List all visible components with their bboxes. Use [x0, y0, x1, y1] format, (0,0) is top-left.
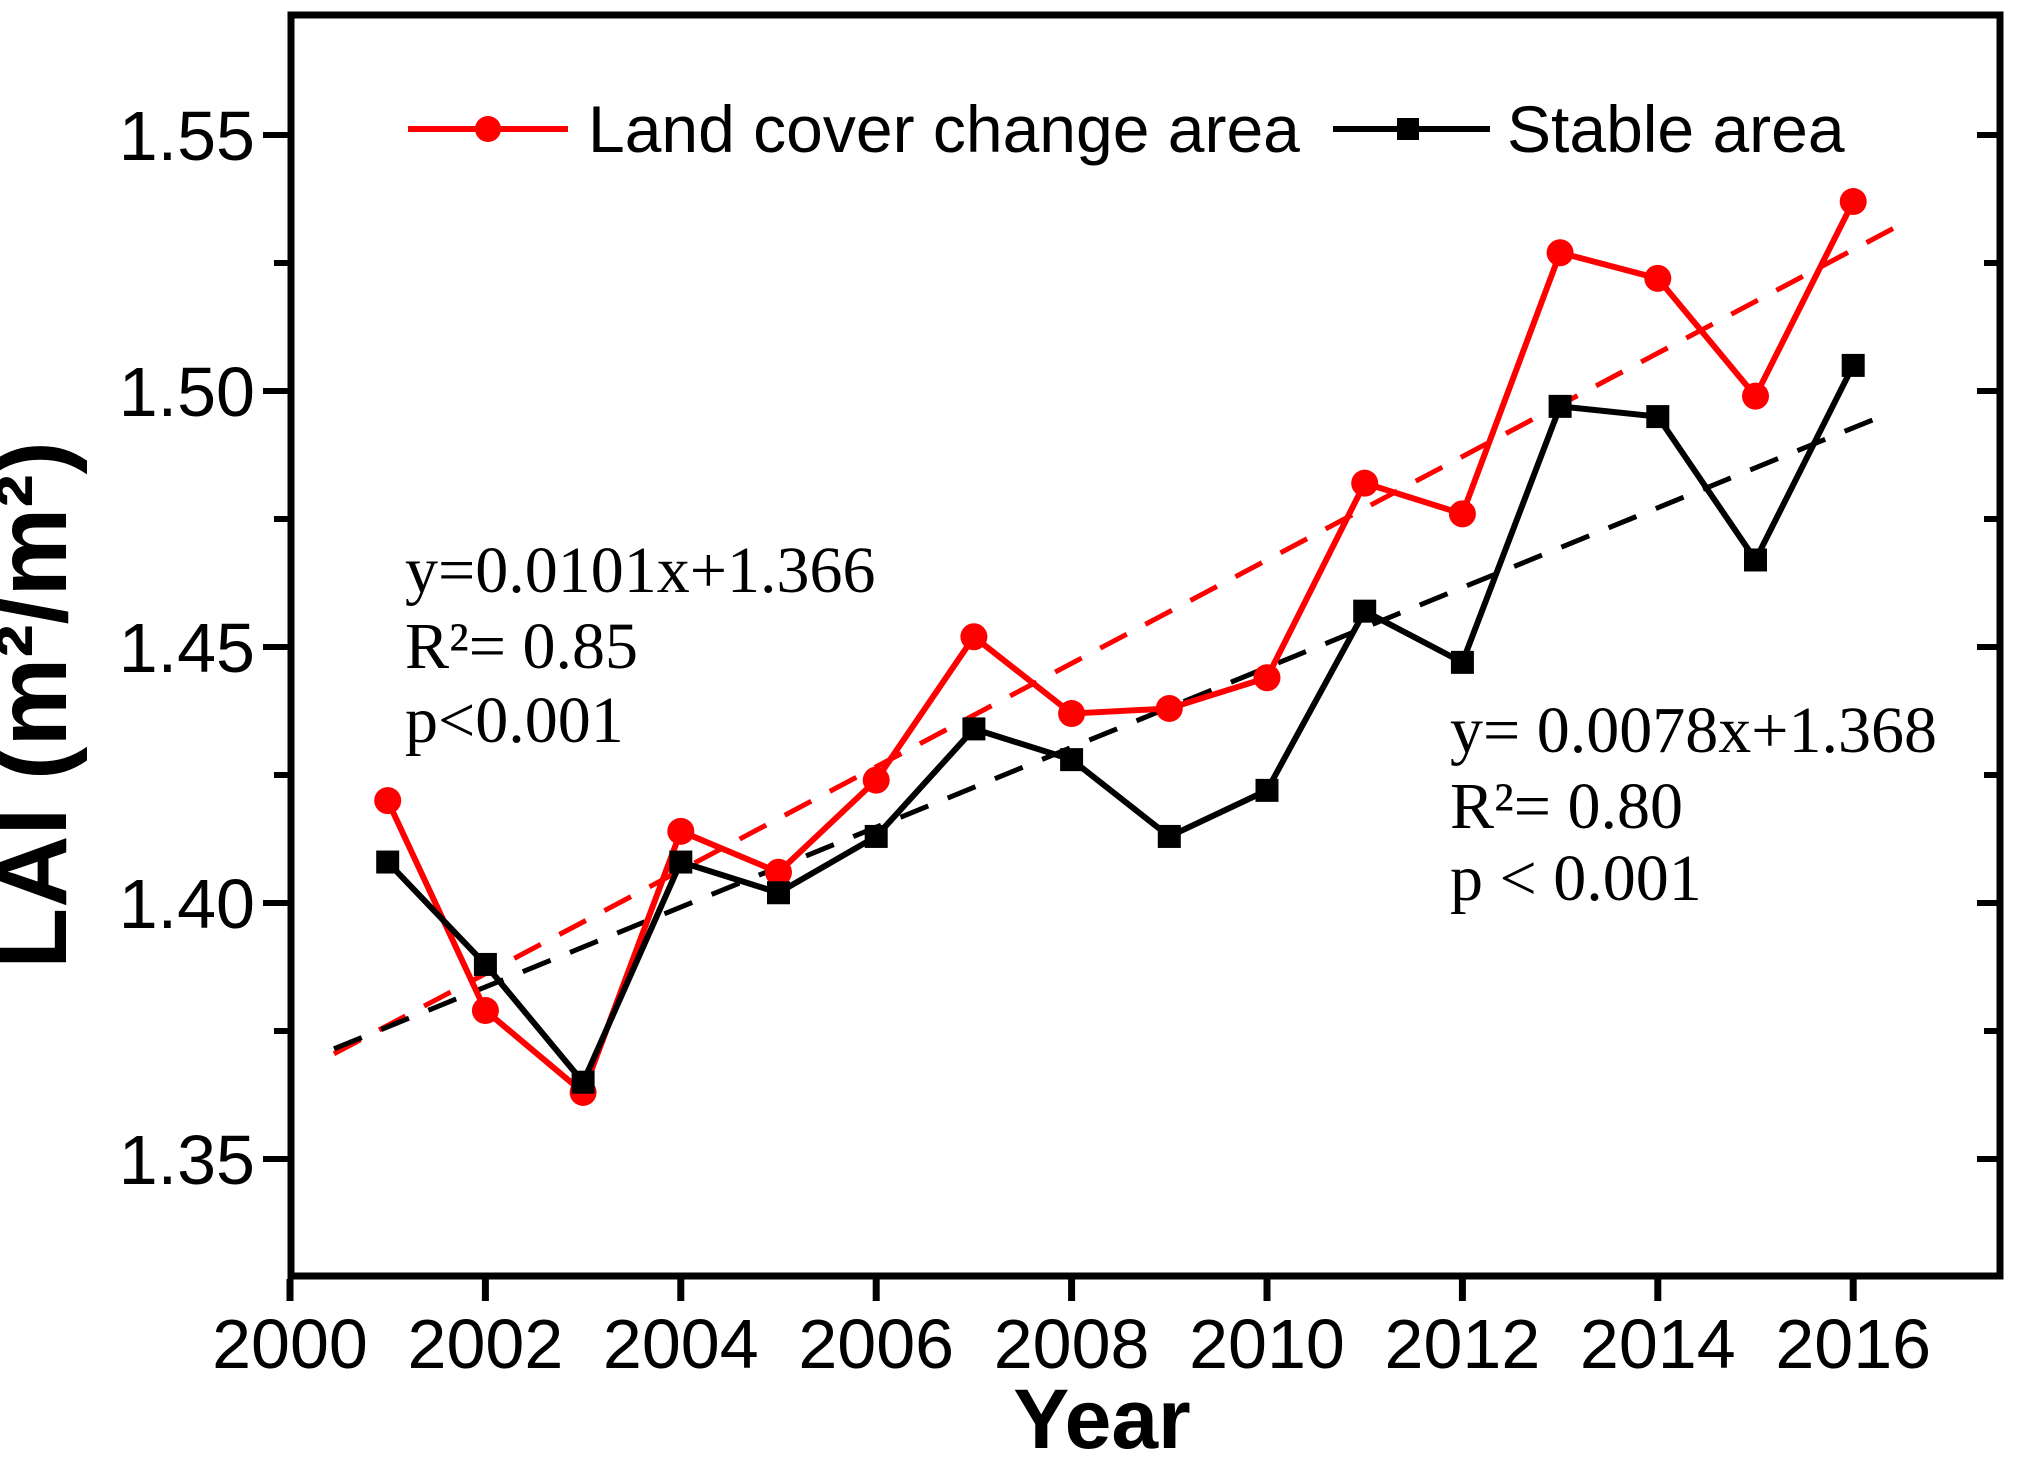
- data-point-square-2001: [376, 850, 400, 874]
- black-regression-pvalue: p < 0.001: [1450, 842, 1702, 915]
- y-axis-left-tick-labels: 1.35 1.40 1.45 1.50 1.55: [119, 97, 255, 1199]
- x-tick-label-2006: 2006: [798, 1305, 954, 1383]
- data-point-square-2007: [962, 717, 986, 741]
- data-point-circle-2004: [667, 817, 695, 845]
- data-point-square-2014: [1646, 405, 1670, 429]
- data-point-circle-2007: [960, 623, 988, 651]
- y-tick-label-1.45: 1.45: [119, 609, 255, 687]
- trend-line-stable: [333, 413, 1884, 1052]
- annotation-black-regression: y= 0.0078x+1.368 R²= 0.80 p < 0.001: [1450, 694, 1937, 915]
- data-point-circle-2002: [471, 997, 499, 1025]
- data-point-square-2006: [864, 824, 888, 848]
- data-point-circle-2016: [1839, 188, 1867, 216]
- data-series: [374, 188, 1867, 1106]
- data-point-circle-2013: [1546, 239, 1574, 267]
- legend-red-circle-marker: [475, 116, 501, 142]
- data-point-square-2015: [1744, 548, 1767, 572]
- x-tick-label-2010: 2010: [1189, 1305, 1345, 1383]
- plot-frame: [287, 11, 2004, 1280]
- data-point-circle-2011: [1351, 469, 1379, 497]
- y-axis-right-ticks: [1977, 132, 1997, 1162]
- data-point-square-2012: [1450, 650, 1474, 674]
- red-regression-r2: R²= 0.85: [405, 610, 638, 683]
- data-point-circle-2001: [374, 787, 402, 815]
- legend-item-land-cover-change-area: Land cover change area: [408, 92, 1300, 166]
- data-point-circle-2012: [1448, 500, 1476, 528]
- legend-black-square-marker: [1397, 118, 1419, 140]
- data-point-circle-2009: [1155, 694, 1183, 722]
- legend: Land cover change area Stable area: [408, 92, 1845, 166]
- x-tick-label-2000: 2000: [212, 1305, 368, 1383]
- x-tick-label-2004: 2004: [603, 1305, 759, 1383]
- y-tick-label-1.55: 1.55: [119, 97, 255, 175]
- red-regression-pvalue: p<0.001: [405, 684, 624, 757]
- data-point-square-2009: [1157, 824, 1181, 848]
- data-point-square-2010: [1255, 778, 1279, 802]
- data-point-square-2008: [1060, 748, 1084, 772]
- data-point-circle-2005: [765, 858, 792, 886]
- black-regression-equation: y= 0.0078x+1.368: [1450, 694, 1937, 767]
- red-regression-equation: y=0.0101x+1.366: [405, 534, 875, 607]
- x-axis-tick-labels: 2000 2002 2004 2006 2008 2010 2012 2014 2016: [212, 1305, 1931, 1383]
- x-tick-label-2014: 2014: [1580, 1305, 1736, 1383]
- x-axis-title: Year: [1013, 1372, 1191, 1466]
- data-point-circle-2015: [1742, 382, 1769, 410]
- x-tick-label-2002: 2002: [408, 1305, 564, 1383]
- data-point-circle-2014: [1644, 264, 1672, 292]
- series-line-stable-area: [384, 362, 1857, 1086]
- data-point-square-2013: [1548, 394, 1572, 418]
- data-point-square-2003: [571, 1070, 595, 1094]
- series-line-land-cover-change-area: [384, 198, 1857, 1096]
- y-tick-label-1.40: 1.40: [119, 865, 255, 943]
- axes-frame: [287, 11, 2004, 1280]
- x-tick-label-2016: 2016: [1775, 1305, 1931, 1383]
- data-point-square-2002: [473, 952, 497, 976]
- legend-label-land-cover-change-area: Land cover change area: [588, 92, 1300, 166]
- data-point-circle-2006: [862, 766, 890, 794]
- legend-item-stable-area: Stable area: [1333, 92, 1845, 166]
- trend-lines: [332, 219, 1909, 1057]
- x-tick-label-2008: 2008: [994, 1305, 1150, 1383]
- data-point-circle-2010: [1253, 664, 1281, 692]
- y-tick-label-1.35: 1.35: [119, 1121, 255, 1199]
- annotation-red-regression: y=0.0101x+1.366 R²= 0.85 p<0.001: [405, 534, 875, 757]
- data-point-square-2004: [669, 850, 693, 874]
- legend-sample-black-line-square: [1333, 118, 1490, 140]
- black-regression-r2: R²= 0.80: [1450, 770, 1683, 843]
- legend-label-stable-area: Stable area: [1507, 92, 1845, 166]
- y-axis-left-ticks: [263, 132, 288, 1162]
- legend-sample-red-line-circle: [408, 116, 568, 142]
- x-tick-label-2012: 2012: [1385, 1305, 1541, 1383]
- y-axis-title: LAI (m²/m²): [0, 441, 88, 969]
- data-point-square-2005: [767, 881, 790, 905]
- y-tick-label-1.50: 1.50: [119, 353, 255, 431]
- data-point-square-2016: [1841, 353, 1865, 377]
- data-point-square-2011: [1353, 599, 1377, 623]
- data-point-circle-2008: [1058, 700, 1086, 728]
- trend-line-land-cover-change: [332, 219, 1909, 1057]
- x-axis-ticks: [286, 1279, 1857, 1301]
